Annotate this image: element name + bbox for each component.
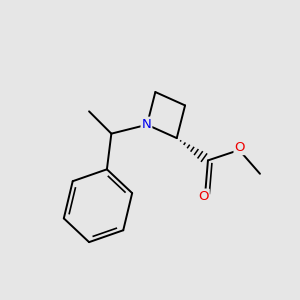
Text: O: O (198, 190, 209, 202)
Text: O: O (235, 141, 245, 154)
Text: N: N (142, 118, 151, 130)
